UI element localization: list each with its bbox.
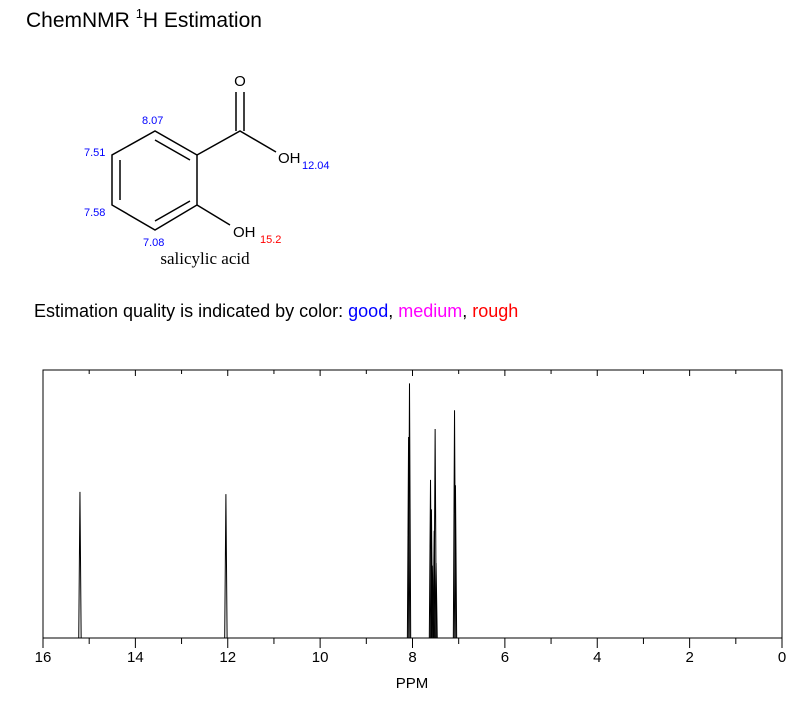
shift-label: 8.07 bbox=[142, 115, 163, 127]
plot-frame bbox=[42, 369, 783, 639]
x-tick-label: 0 bbox=[778, 649, 786, 666]
quality-intro: Estimation quality is indicated by color… bbox=[34, 301, 348, 321]
spectrum-plot: PPM 16 14 12 10 8 6 4 2 0 bbox=[35, 369, 786, 692]
quality-legend: Estimation quality is indicated by color… bbox=[34, 301, 518, 321]
shift-label: 12.04 bbox=[302, 160, 330, 172]
title-prefix: ChemNMR bbox=[26, 9, 136, 32]
quality-sep: , bbox=[388, 301, 398, 321]
title-sup: 1 bbox=[136, 6, 143, 21]
atom-label: OH bbox=[278, 150, 301, 167]
x-tick-label: 10 bbox=[312, 649, 329, 666]
title: ChemNMR 1H Estimation bbox=[26, 6, 262, 32]
ring-inner-bonds bbox=[119, 139, 191, 222]
x-tick-label: 6 bbox=[501, 649, 509, 666]
x-tick-label: 14 bbox=[127, 649, 144, 666]
shift-label: 7.08 bbox=[143, 237, 164, 249]
quality-good: good bbox=[348, 301, 388, 321]
title-suffix: H Estimation bbox=[143, 9, 262, 32]
molecule-name: salicylic acid bbox=[160, 249, 250, 268]
peak bbox=[224, 494, 228, 639]
quality-medium: medium bbox=[398, 301, 462, 321]
peak bbox=[428, 479, 433, 639]
peak bbox=[407, 383, 412, 639]
substituent-bonds bbox=[196, 92, 277, 226]
peak bbox=[78, 491, 82, 639]
peak bbox=[434, 562, 438, 639]
x-tick-label: 2 bbox=[685, 649, 693, 666]
atom-label: O bbox=[234, 73, 246, 90]
x-tick-label: 12 bbox=[219, 649, 236, 666]
molecule: O OH OH 8.07 7.51 7.58 7.08 12.04 15.2 s… bbox=[84, 73, 330, 268]
quality-sep: , bbox=[462, 301, 472, 321]
quality-rough: rough bbox=[472, 301, 518, 321]
atom-label: OH bbox=[233, 224, 256, 241]
shift-label: 15.2 bbox=[260, 234, 281, 246]
x-tick-label: 8 bbox=[408, 649, 416, 666]
shift-label: 7.58 bbox=[84, 207, 105, 219]
peak bbox=[453, 485, 458, 639]
peak bbox=[406, 436, 411, 639]
shift-label: 7.51 bbox=[84, 147, 105, 159]
x-tick-label: 16 bbox=[35, 649, 52, 666]
x-axis-label: PPM bbox=[396, 675, 429, 692]
ring bbox=[111, 130, 198, 231]
x-tick-label: 4 bbox=[593, 649, 601, 666]
